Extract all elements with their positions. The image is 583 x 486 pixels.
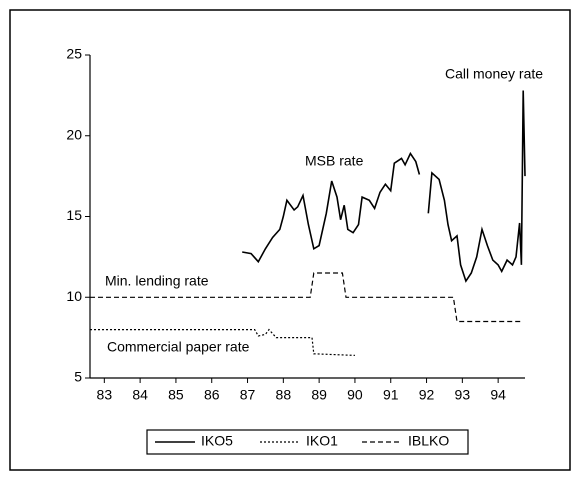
series-line — [90, 272, 524, 323]
series-line — [90, 328, 355, 356]
y-tick-label: 15 — [66, 207, 82, 223]
x-tick-label: 90 — [347, 387, 363, 403]
legend-box — [146, 429, 469, 455]
x-tick-label: 85 — [168, 387, 184, 403]
series-line — [242, 90, 526, 283]
y-tick-label: 10 — [66, 288, 82, 304]
x-tick-label: 87 — [240, 387, 256, 403]
x-tick-label: 88 — [276, 387, 292, 403]
x-tick-label: 89 — [311, 387, 327, 403]
x-tick-label: 83 — [97, 387, 113, 403]
legend-label: IKO5 — [201, 433, 233, 449]
annotation: Call money rate — [445, 66, 543, 82]
frame — [9, 9, 571, 471]
x-tick-label: 86 — [204, 387, 220, 403]
x-tick-label: 93 — [455, 387, 471, 403]
y-tick-label: 25 — [66, 46, 82, 62]
x-tick-label: 91 — [383, 387, 399, 403]
x-tick-label: 94 — [490, 387, 506, 403]
annotation: Commercial paper rate — [107, 339, 250, 355]
x-tick-label: 84 — [132, 387, 148, 403]
y-tick-label: 5 — [74, 369, 82, 385]
y-tick-label: 20 — [66, 126, 82, 142]
legend-label: IBLKO — [408, 433, 449, 449]
annotation: Min. lending rate — [105, 273, 209, 289]
annotation: MSB rate — [305, 153, 364, 169]
legend-label: IKO1 — [306, 433, 338, 449]
x-tick-label: 92 — [419, 387, 435, 403]
